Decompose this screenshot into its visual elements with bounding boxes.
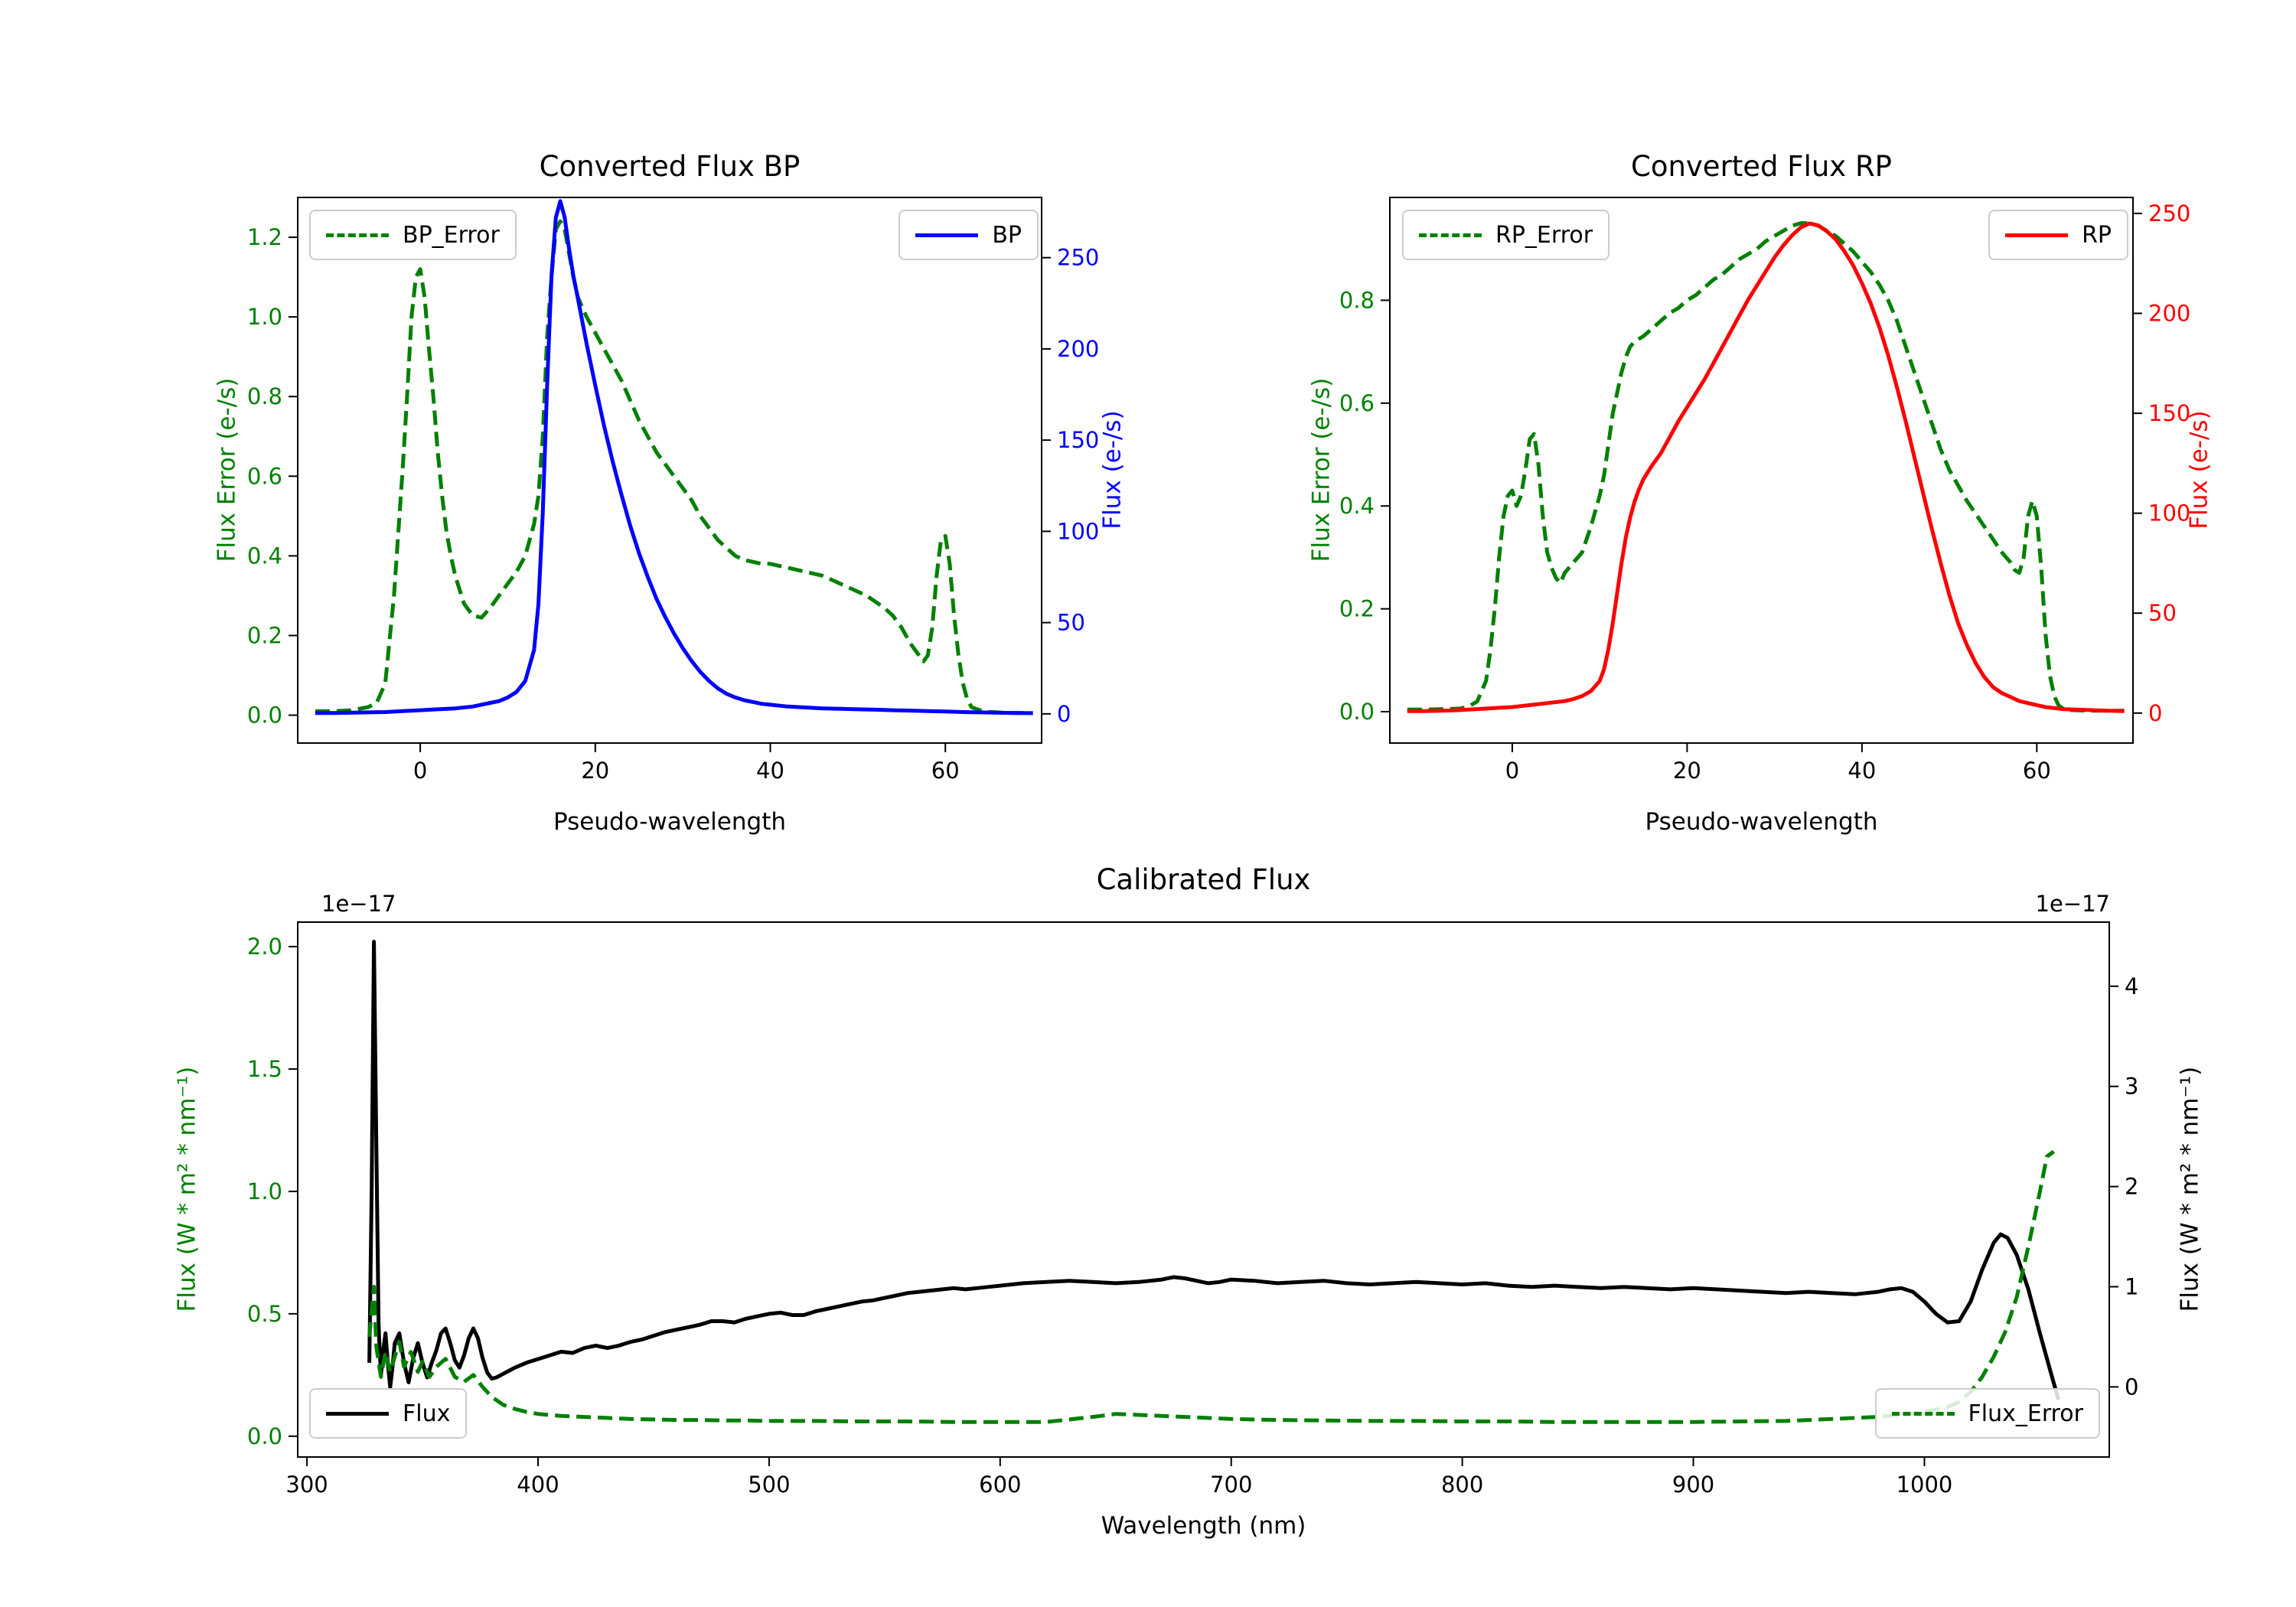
flux-legend-label: Flux bbox=[403, 1400, 451, 1427]
bp-y-tick-label-right: 250 bbox=[1057, 245, 1099, 271]
bp-y-tick-label-right: 100 bbox=[1057, 518, 1099, 544]
rp-y-tick-label-left: 0.2 bbox=[1339, 596, 1375, 622]
cal-ylabel-right: Flux (W * m² * nm⁻¹) bbox=[2176, 1066, 2204, 1312]
flux-error-legend: Flux_Error bbox=[1874, 1388, 2100, 1439]
cal-x-tick-label: 300 bbox=[285, 1472, 328, 1498]
bp-spines bbox=[297, 197, 1042, 744]
bp-y-tick-label-left: 0.4 bbox=[247, 543, 282, 569]
bp-error-legend-line-sample bbox=[326, 233, 389, 237]
rp-legend-label: RP bbox=[2082, 221, 2112, 249]
bp-y-tick-label-left: 0.2 bbox=[247, 622, 282, 648]
bp-x-tick-label: 0 bbox=[413, 758, 427, 784]
bp-y-tick-label-right: 150 bbox=[1057, 427, 1099, 453]
bp-y-tick-label-left: 0.8 bbox=[247, 383, 282, 409]
cal-y-tick-label-right: 2 bbox=[2125, 1174, 2138, 1200]
bp-legend-line-sample bbox=[915, 233, 979, 237]
rp-chart-title: Converted Flux RP bbox=[1630, 150, 1892, 183]
cal-xlabel: Wavelength (nm) bbox=[1101, 1512, 1306, 1540]
bp-x-tick-label: 60 bbox=[931, 758, 960, 784]
bp-ylabel-left: Flux Error (e-/s) bbox=[213, 377, 241, 562]
cal-x-tick-label: 600 bbox=[979, 1472, 1021, 1498]
cal-x-tick-label: 900 bbox=[1672, 1472, 1714, 1498]
cal-y-tick-label-right: 1 bbox=[2125, 1273, 2138, 1299]
bp-xlabel: Pseudo-wavelength bbox=[553, 808, 786, 836]
rp-y-tick-label-left: 0.0 bbox=[1339, 699, 1375, 725]
bp-line bbox=[315, 199, 1033, 715]
rp-y-tick-label-right: 250 bbox=[2148, 200, 2190, 227]
cal-offset-left: 1e−17 bbox=[321, 891, 396, 917]
bp-plot-area: 0 20 40 60 0.0 0.2 0.4 0.6 0.8 1.0 1.2 0 50 100 150 200… bbox=[247, 197, 1099, 784]
rp-y-tick-label-right: 50 bbox=[2148, 600, 2177, 626]
cal-ylabel-left: Flux (W * m² * nm⁻¹) bbox=[173, 1066, 201, 1312]
bp-y-tick-label-left: 0.0 bbox=[247, 702, 282, 729]
rp-y-tick-label-right: 200 bbox=[2148, 300, 2190, 326]
bp-y-tick-label-right: 200 bbox=[1057, 336, 1099, 362]
bp-x-tick-label: 40 bbox=[756, 758, 784, 784]
rp-y-tick-label-left: 0.8 bbox=[1339, 287, 1375, 313]
cal-offset-right: 1e−17 bbox=[2035, 891, 2111, 917]
cal-y-tick-label-left: 1.5 bbox=[247, 1056, 282, 1082]
rp-xlabel: Pseudo-wavelength bbox=[1645, 808, 1878, 836]
cal-spines bbox=[297, 921, 2110, 1458]
flux-line bbox=[367, 940, 2061, 1400]
rp-y-tick-label-left: 0.6 bbox=[1339, 390, 1375, 416]
rp-x-tick-label: 0 bbox=[1505, 758, 1519, 784]
rp-x-tick-label: 60 bbox=[2023, 758, 2051, 784]
bp-legend-label: BP bbox=[992, 221, 1022, 249]
cal-plot-area: 300 400 500 600 700 800 900 1000 0.0 0.5 1.0 1.5 2.0… bbox=[247, 921, 2138, 1498]
rp-ylabel-left: Flux Error (e-/s) bbox=[1307, 377, 1336, 562]
bp-error-legend-label: BP_Error bbox=[403, 221, 500, 249]
bp-y-tick-label-right: 0 bbox=[1057, 701, 1071, 727]
rp-error-legend-line-sample bbox=[1419, 233, 1482, 237]
rp-legend-line-sample bbox=[2005, 233, 2069, 237]
cal-y-tick-label-right: 3 bbox=[2125, 1074, 2138, 1100]
rp-x-tick-label: 20 bbox=[1673, 758, 1701, 784]
bp-y-tick-label-left: 1.0 bbox=[247, 304, 282, 330]
bp-error-legend: BP_Error bbox=[309, 210, 517, 260]
rp-plot-area: 0 20 40 60 0.0 0.2 0.4 0.6 0.8 0 50 100 150 200 250 bbox=[1339, 197, 2190, 784]
rp-y-tick-label-right: 0 bbox=[2148, 700, 2162, 726]
rp-legend: RP bbox=[1988, 210, 2128, 260]
bp-legend: BP bbox=[899, 210, 1039, 260]
cal-x-tick-label: 700 bbox=[1210, 1472, 1252, 1498]
bp-y-tick-label-left: 1.2 bbox=[247, 224, 282, 250]
cal-y-tick-label-left: 2.0 bbox=[247, 934, 282, 960]
flux-error-line bbox=[367, 1149, 2055, 1424]
rp-spines bbox=[1389, 197, 2134, 744]
bp-y-tick-label-left: 0.6 bbox=[247, 463, 282, 489]
rp-error-line bbox=[1407, 221, 2125, 713]
rp-error-legend-label: RP_Error bbox=[1495, 221, 1593, 249]
rp-y-tick-label-left: 0.4 bbox=[1339, 493, 1375, 519]
bp-y-tick-label-right: 50 bbox=[1057, 610, 1085, 636]
rp-line bbox=[1407, 221, 2125, 713]
rp-y-tick-label-right: 100 bbox=[2148, 500, 2190, 526]
cal-y-tick-label-left: 0.5 bbox=[247, 1301, 282, 1327]
bp-error-line bbox=[315, 219, 1033, 715]
flux-legend-line-sample bbox=[326, 1411, 389, 1416]
cal-y-tick-label-right: 0 bbox=[2125, 1374, 2138, 1400]
cal-x-tick-label: 800 bbox=[1441, 1472, 1483, 1498]
rp-ylabel-right: Flux (e-/s) bbox=[2185, 410, 2213, 530]
rp-y-tick-label-right: 150 bbox=[2148, 400, 2190, 426]
bp-x-tick-label: 20 bbox=[581, 758, 609, 784]
flux-error-legend-label: Flux_Error bbox=[1968, 1400, 2083, 1427]
cal-y-tick-label-left: 0.0 bbox=[247, 1423, 282, 1449]
rp-x-tick-label: 40 bbox=[1848, 758, 1876, 784]
cal-x-tick-label: 400 bbox=[517, 1472, 559, 1498]
cal-y-tick-label-left: 1.0 bbox=[247, 1178, 282, 1204]
flux-error-legend-line-sample bbox=[1891, 1411, 1955, 1416]
rp-error-legend: RP_Error bbox=[1402, 210, 1610, 260]
flux-legend: Flux bbox=[309, 1388, 468, 1439]
cal-y-tick-label-right: 4 bbox=[2125, 973, 2138, 999]
bp-chart-title: Converted Flux BP bbox=[539, 150, 801, 183]
cal-x-tick-label: 1000 bbox=[1896, 1472, 1953, 1498]
cal-x-tick-label: 500 bbox=[748, 1472, 790, 1498]
bp-ylabel-right: Flux (e-/s) bbox=[1098, 410, 1127, 530]
cal-chart-title: Calibrated Flux bbox=[1096, 863, 1311, 896]
